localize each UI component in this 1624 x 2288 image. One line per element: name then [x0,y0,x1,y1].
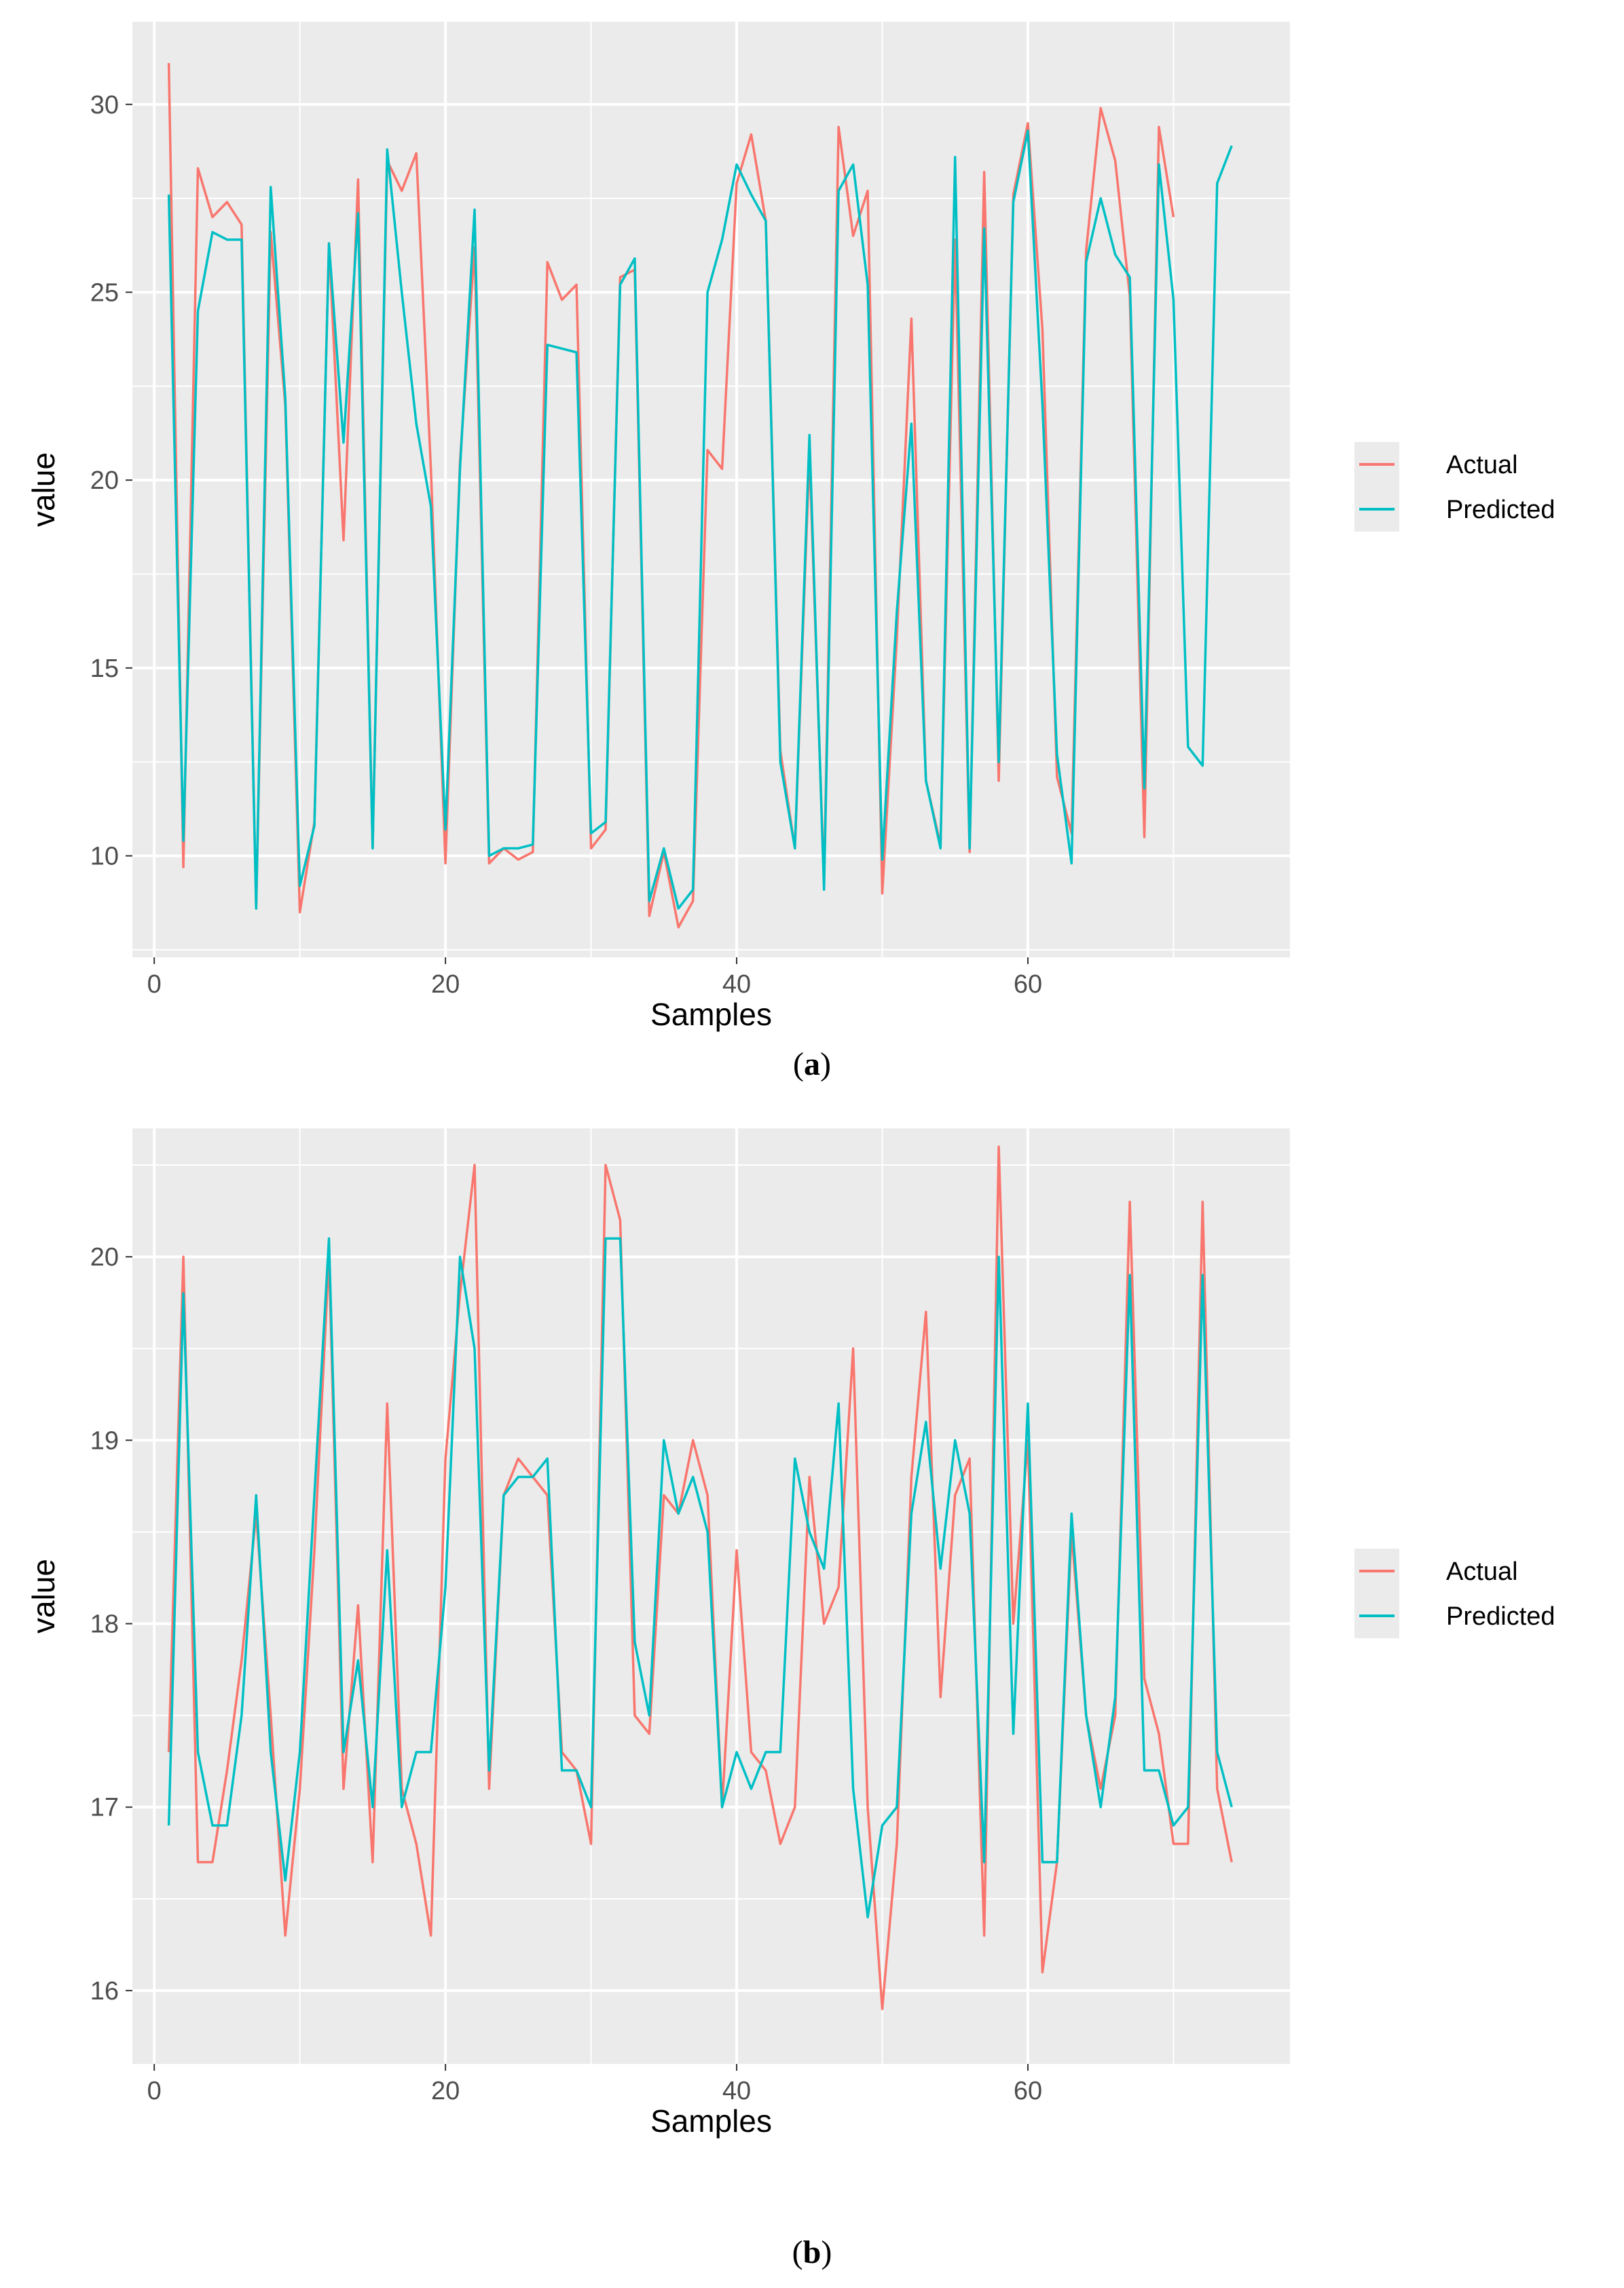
y-tick-label: 18 [90,1610,119,1639]
chart-panel-a: 0 20 40 60 10 15 20 25 30 Samples value Actual Predi… [0,0,1624,1086]
x-tick-label: 60 [1014,970,1042,999]
y-tick-label: 17 [90,1794,119,1822]
chart-b-svg: 0 20 40 60 16 17 18 19 20 Samples value Actual Predi… [26,1128,1555,2139]
x-tick-label: 0 [147,970,162,999]
x-tick-label: 60 [1014,2077,1042,2105]
x-axis-title: Samples [650,2103,772,2139]
x-axis-title: Samples [650,997,772,1032]
caption-b-letter: b [802,2234,822,2270]
chart-a-svg: 0 20 40 60 10 15 20 25 30 Samples value Actual Predi… [26,22,1555,1032]
x-tick-label: 40 [722,2077,751,2105]
legend-label-actual: Actual [1446,1557,1518,1586]
legend-label-actual: Actual [1446,451,1518,479]
plot-background [132,22,1290,957]
y-tick-label: 19 [90,1426,119,1455]
y-tick-label: 25 [90,278,119,307]
y-tick-label: 15 [90,654,119,683]
caption-b: (b) [792,2234,832,2270]
y-tick-label: 10 [90,843,119,871]
x-tick-label: 20 [431,970,460,999]
y-axis-title: value [26,1559,61,1634]
series-line-predicted [167,129,1233,910]
series-line-actual [167,1145,1233,2010]
x-tick-label: 40 [722,970,751,999]
y-tick-label: 20 [90,1243,119,1272]
y-tick-label: 16 [90,1977,119,2006]
y-tick-label: 20 [90,466,119,495]
x-tick-label: 0 [147,2077,162,2105]
caption-a-letter: a [804,1046,820,1082]
series-line-predicted [167,1237,1233,1919]
x-tick-label: 20 [431,2077,460,2105]
legend-label-predicted: Predicted [1446,496,1555,524]
y-axis-title: value [26,452,61,527]
y-tick-label: 30 [90,91,119,119]
legend-label-predicted: Predicted [1446,1602,1555,1631]
chart-panel-b: 0 20 40 60 16 17 18 19 20 Samples value Actual Predi… [0,1107,1624,2193]
caption-a: (a) [793,1046,831,1082]
